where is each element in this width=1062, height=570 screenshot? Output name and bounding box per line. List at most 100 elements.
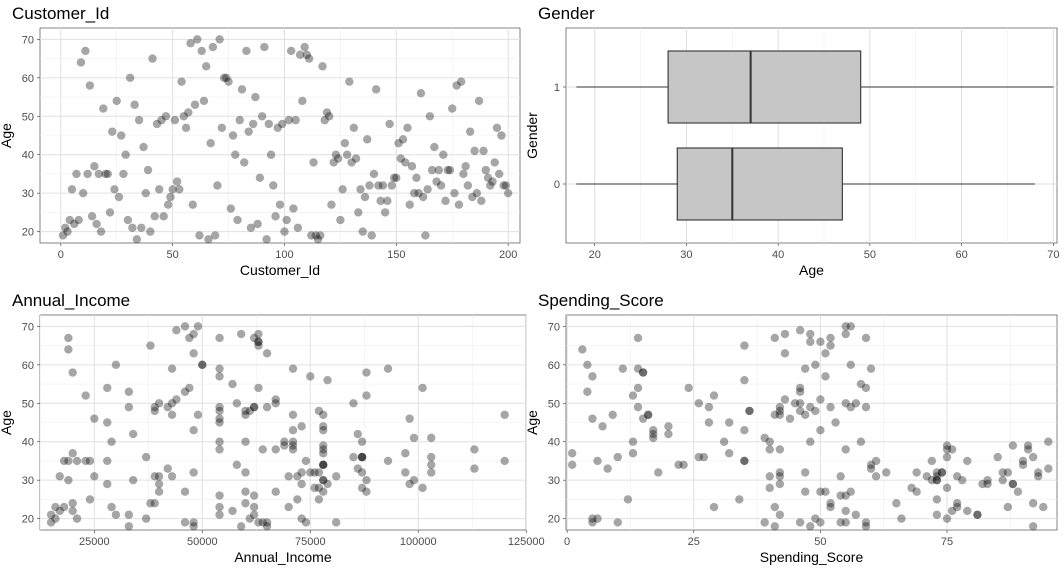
data-point [405, 200, 414, 209]
x-tick-label: 125000 [508, 536, 545, 548]
data-point [215, 364, 224, 373]
data-point [244, 127, 253, 136]
data-point [795, 383, 805, 393]
data-point [468, 192, 477, 202]
data-point [262, 235, 271, 244]
data-point [245, 406, 255, 416]
data-point [232, 399, 242, 408]
data-point [477, 196, 486, 206]
data-point [325, 112, 334, 121]
data-point [186, 39, 195, 48]
data-point [795, 326, 805, 335]
data-point [1003, 502, 1013, 512]
data-point [866, 460, 876, 469]
data-point [105, 208, 115, 217]
data-point [163, 464, 172, 473]
data-point [628, 437, 638, 446]
data-point [983, 479, 992, 489]
data-point [254, 383, 263, 393]
data-point [1044, 437, 1053, 446]
data-point [947, 445, 957, 454]
data-point [780, 329, 790, 339]
data-point [567, 449, 577, 458]
data-point [800, 468, 810, 477]
data-point [271, 212, 280, 221]
data-point [103, 383, 112, 393]
data-point [249, 402, 259, 412]
data-point [633, 402, 643, 412]
data-point [841, 399, 850, 408]
data-point [633, 333, 643, 343]
y-tick-label: 40 [22, 150, 34, 162]
data-point [795, 387, 805, 396]
data-point [401, 468, 410, 477]
x-tick-label: 50 [814, 536, 826, 548]
data-point [443, 165, 452, 175]
data-point [770, 502, 780, 512]
data-point [241, 437, 250, 446]
data-point [103, 456, 112, 466]
data-point [628, 391, 638, 400]
data-point [998, 475, 1007, 485]
data-point [63, 227, 72, 236]
data-point [760, 433, 769, 443]
data-point [170, 115, 180, 125]
data-point [139, 142, 148, 152]
data-point [412, 173, 421, 182]
x-axis-title: Spending_Score [760, 549, 864, 565]
data-point [124, 402, 134, 412]
data-point [340, 138, 350, 148]
data-point [481, 165, 490, 175]
data-point [179, 112, 189, 121]
x-tick-label: 0 [564, 536, 570, 548]
data-point [70, 219, 79, 229]
x-tick-label: 25 [688, 536, 700, 548]
data-point [445, 165, 455, 175]
data-point [430, 142, 439, 152]
data-point [414, 188, 423, 198]
data-point [942, 483, 952, 493]
data-point [439, 150, 448, 159]
data-point [649, 425, 658, 435]
data-point [141, 452, 151, 462]
y-tick-label: 40 [22, 437, 34, 449]
data-point [357, 452, 367, 462]
data-point [633, 383, 643, 393]
data-point [219, 73, 229, 83]
x-tick-label: 150 [387, 249, 405, 261]
data-point [836, 472, 845, 481]
data-point [434, 165, 444, 175]
data-point [235, 115, 244, 125]
data-point [331, 472, 341, 481]
data-point [770, 410, 780, 420]
data-point [427, 460, 436, 469]
data-point [254, 337, 263, 346]
data-point [952, 472, 962, 481]
data-point [775, 406, 785, 416]
data-point [775, 510, 785, 519]
data-point [297, 468, 306, 477]
data-point [1013, 487, 1023, 496]
data-point [269, 181, 278, 190]
data-point [947, 506, 957, 516]
data-point [490, 158, 499, 167]
data-point [841, 506, 850, 516]
data-point [190, 100, 200, 109]
data-point [351, 154, 361, 163]
data-point [180, 387, 190, 396]
data-point [124, 510, 134, 519]
data-point [189, 518, 198, 527]
box-iqr [676, 147, 843, 221]
data-point [318, 62, 327, 71]
data-point [242, 46, 251, 56]
data-point [365, 181, 374, 190]
y-tick-label: 60 [548, 360, 560, 372]
data-point [61, 223, 70, 232]
y-axis-title: Age [0, 410, 14, 435]
data-point [770, 522, 780, 531]
data-point [282, 215, 291, 225]
data-point [64, 456, 73, 466]
data-point [360, 192, 370, 202]
data-point [503, 188, 513, 198]
data-point [314, 483, 324, 493]
